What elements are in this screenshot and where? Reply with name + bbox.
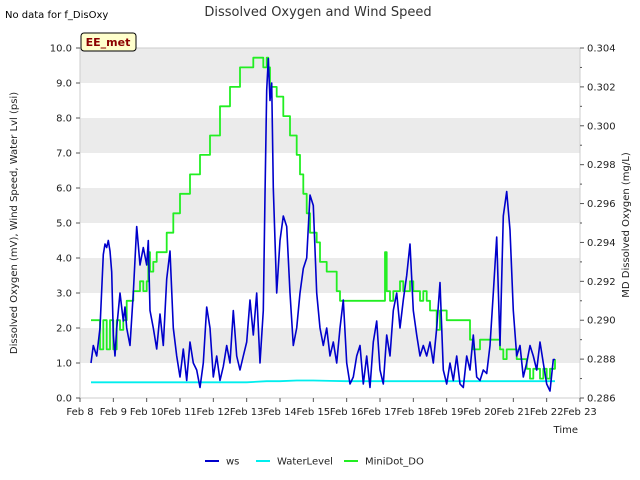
y-tick-label: 5.0: [56, 219, 72, 230]
y-tick-label: 4.0: [56, 254, 72, 265]
y2-tick-label: 0.296: [587, 199, 616, 210]
x-tick-label: Feb 21: [497, 407, 531, 418]
y-tick-label: 9.0: [56, 79, 72, 90]
series-ws-line: [90, 57, 555, 392]
y2-tick-label: 0.304: [587, 44, 616, 55]
x-tick-label: Feb 18: [397, 407, 431, 418]
y-tick-label: 1.0: [56, 359, 72, 370]
no-data-note: No data for f_DisOxy: [5, 10, 108, 21]
x-axis-label: Time: [553, 425, 578, 436]
grid-band: [80, 118, 580, 153]
y2-tick-label: 0.290: [587, 316, 616, 327]
y2-tick-label: 0.292: [587, 277, 616, 288]
legend-label-waterlevel: WaterLevel: [277, 457, 333, 468]
badge: EE_met: [80, 32, 137, 52]
y-tick-label: 8.0: [56, 114, 72, 125]
y2-tick-label: 0.298: [587, 160, 616, 171]
y-tick-label: 0.0: [56, 394, 72, 405]
legend-label-ws: ws: [226, 457, 239, 468]
x-tick-label: Feb 23: [563, 407, 597, 418]
x-tick-label: Feb 22: [530, 407, 564, 418]
x-tick-label: Feb 17: [363, 407, 397, 418]
x-tick-label: Feb 19: [430, 407, 464, 418]
grid-band: [80, 258, 580, 293]
y-axis-label: Dissolved Oxygen (mV), Wind Speed, Water…: [9, 92, 20, 354]
x-tick-label: Feb 11: [163, 407, 197, 418]
x-tick-label: Feb 13: [230, 407, 264, 418]
x-axis-ticks: Feb 8 Feb 9 Feb 10 Feb 11 Feb 12 Feb 13 Feb 14…: [66, 398, 597, 418]
y-tick-label: 7.0: [56, 149, 72, 160]
y-tick-label: 6.0: [56, 184, 72, 195]
y2-tick-label: 0.300: [587, 121, 616, 132]
badge-box: [80, 32, 137, 52]
plot-bands: [80, 48, 580, 363]
series-lines: [90, 56, 556, 392]
x-tick-label: Feb 15: [297, 407, 331, 418]
y-tick-label: 2.0: [56, 324, 72, 335]
x-tick-label: Feb 9: [100, 407, 127, 418]
y-axis-ticks: 0.0 1.0 2.0 3.0 4.0 5.0 6.0 7.0 8.0 9.0 10.0: [50, 44, 80, 405]
y2-tick-label: 0.286: [587, 394, 616, 405]
x-tick-label: Feb 20: [463, 407, 497, 418]
series-waterlevel-line: [91, 379, 555, 384]
legend: ws WaterLevel MiniDot_DO: [205, 457, 424, 468]
x-tick-label: Feb 16: [330, 407, 364, 418]
y-tick-label: 10.0: [50, 44, 72, 55]
x-tick-label: Feb 10: [130, 407, 164, 418]
x-tick-label: Feb 12: [197, 407, 231, 418]
x-tick-label: Feb 8: [66, 407, 93, 418]
grid-band: [80, 328, 580, 363]
y-tick-label: 3.0: [56, 289, 72, 300]
y2-tick-label: 0.288: [587, 355, 616, 366]
y2-axis-ticks: 0.286 0.288 0.290 0.292 0.294 0.296 0.298 0.300…: [580, 44, 616, 405]
y2-tick-label: 0.302: [587, 82, 616, 93]
x-tick-label: Feb 14: [263, 407, 297, 418]
y2-tick-label: 0.294: [587, 238, 616, 249]
grid-band: [80, 188, 580, 223]
legend-label-minidot_do: MiniDot_DO: [365, 457, 424, 468]
badge-label: EE_met: [86, 36, 131, 49]
chart-title: Dissolved Oxygen and Wind Speed: [204, 5, 431, 20]
y2-axis-label: MD Dissolved Oxygen (mg/L): [621, 152, 632, 298]
grid-band: [80, 48, 580, 83]
